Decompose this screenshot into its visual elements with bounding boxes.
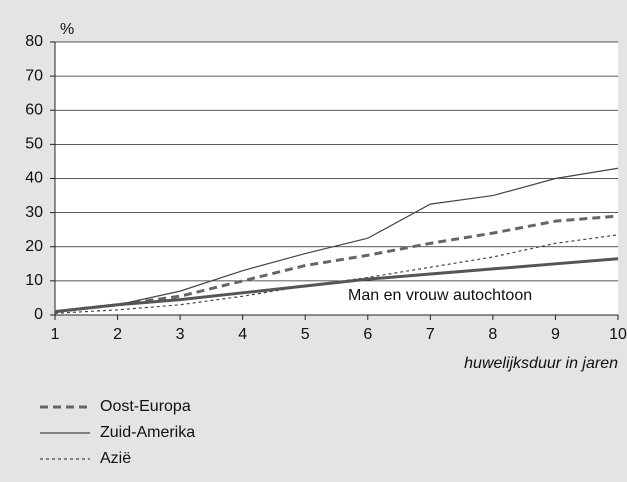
y-axis-label: % [60,21,74,38]
y-tick-label: 10 [25,272,43,289]
series-line [54,257,619,314]
series-line [54,167,619,313]
annotation: Man en vrouw autochtoon [348,287,532,304]
y-tick-label: 70 [25,67,43,84]
x-tick-label: 2 [113,326,122,343]
legend-label: Oost-Europa [100,398,191,415]
y-tick-label: 50 [25,136,43,153]
y-tick-label: 60 [25,101,43,118]
x-tick-label: 4 [238,326,247,343]
annotation-bg [342,284,572,306]
legend-label: Azië [100,450,131,467]
x-tick-label: 8 [488,326,497,343]
x-tick-label: 9 [551,326,560,343]
x-tick-label: 5 [301,326,310,343]
x-tick-label: 10 [609,326,627,343]
x-tick-label: 3 [176,326,185,343]
y-tick-label: 0 [34,306,43,323]
x-axis-label: huwelijksduur in jaren [464,355,618,372]
y-tick-label: 30 [25,204,43,221]
y-tick-label: 20 [25,238,43,255]
x-tick-label: 7 [426,326,435,343]
series-line [54,214,619,314]
legend-label: Zuid-Amerika [100,424,195,441]
x-tick-label: 6 [363,326,372,343]
x-tick-label: 1 [51,326,60,343]
y-tick-label: 80 [25,33,43,50]
y-tick-label: 40 [25,170,43,187]
